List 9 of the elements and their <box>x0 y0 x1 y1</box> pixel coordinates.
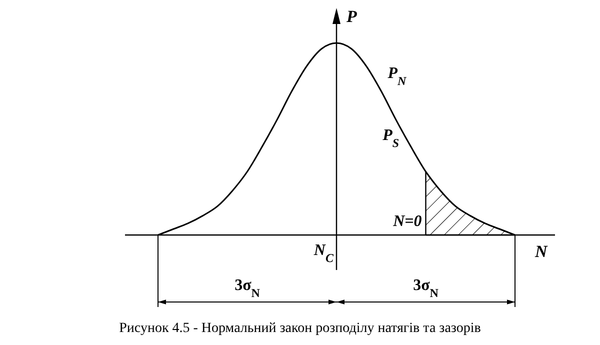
annotation: N=0 <box>392 213 422 230</box>
annotation: P$_{N}$ <box>386 65 408 88</box>
text: Рисунок 4.5 - Нормальний закон розподілу натягів та зазорів <box>119 321 482 336</box>
text: 3σ$_{N}$ <box>413 277 439 300</box>
y-axis-title: P <box>346 7 358 26</box>
text: N$_{C}$ <box>312 242 334 265</box>
annotation: P$_{S}$ <box>382 127 400 150</box>
x-axis-title: N <box>534 242 548 261</box>
text: 3σ$_{N}$ <box>234 277 260 300</box>
